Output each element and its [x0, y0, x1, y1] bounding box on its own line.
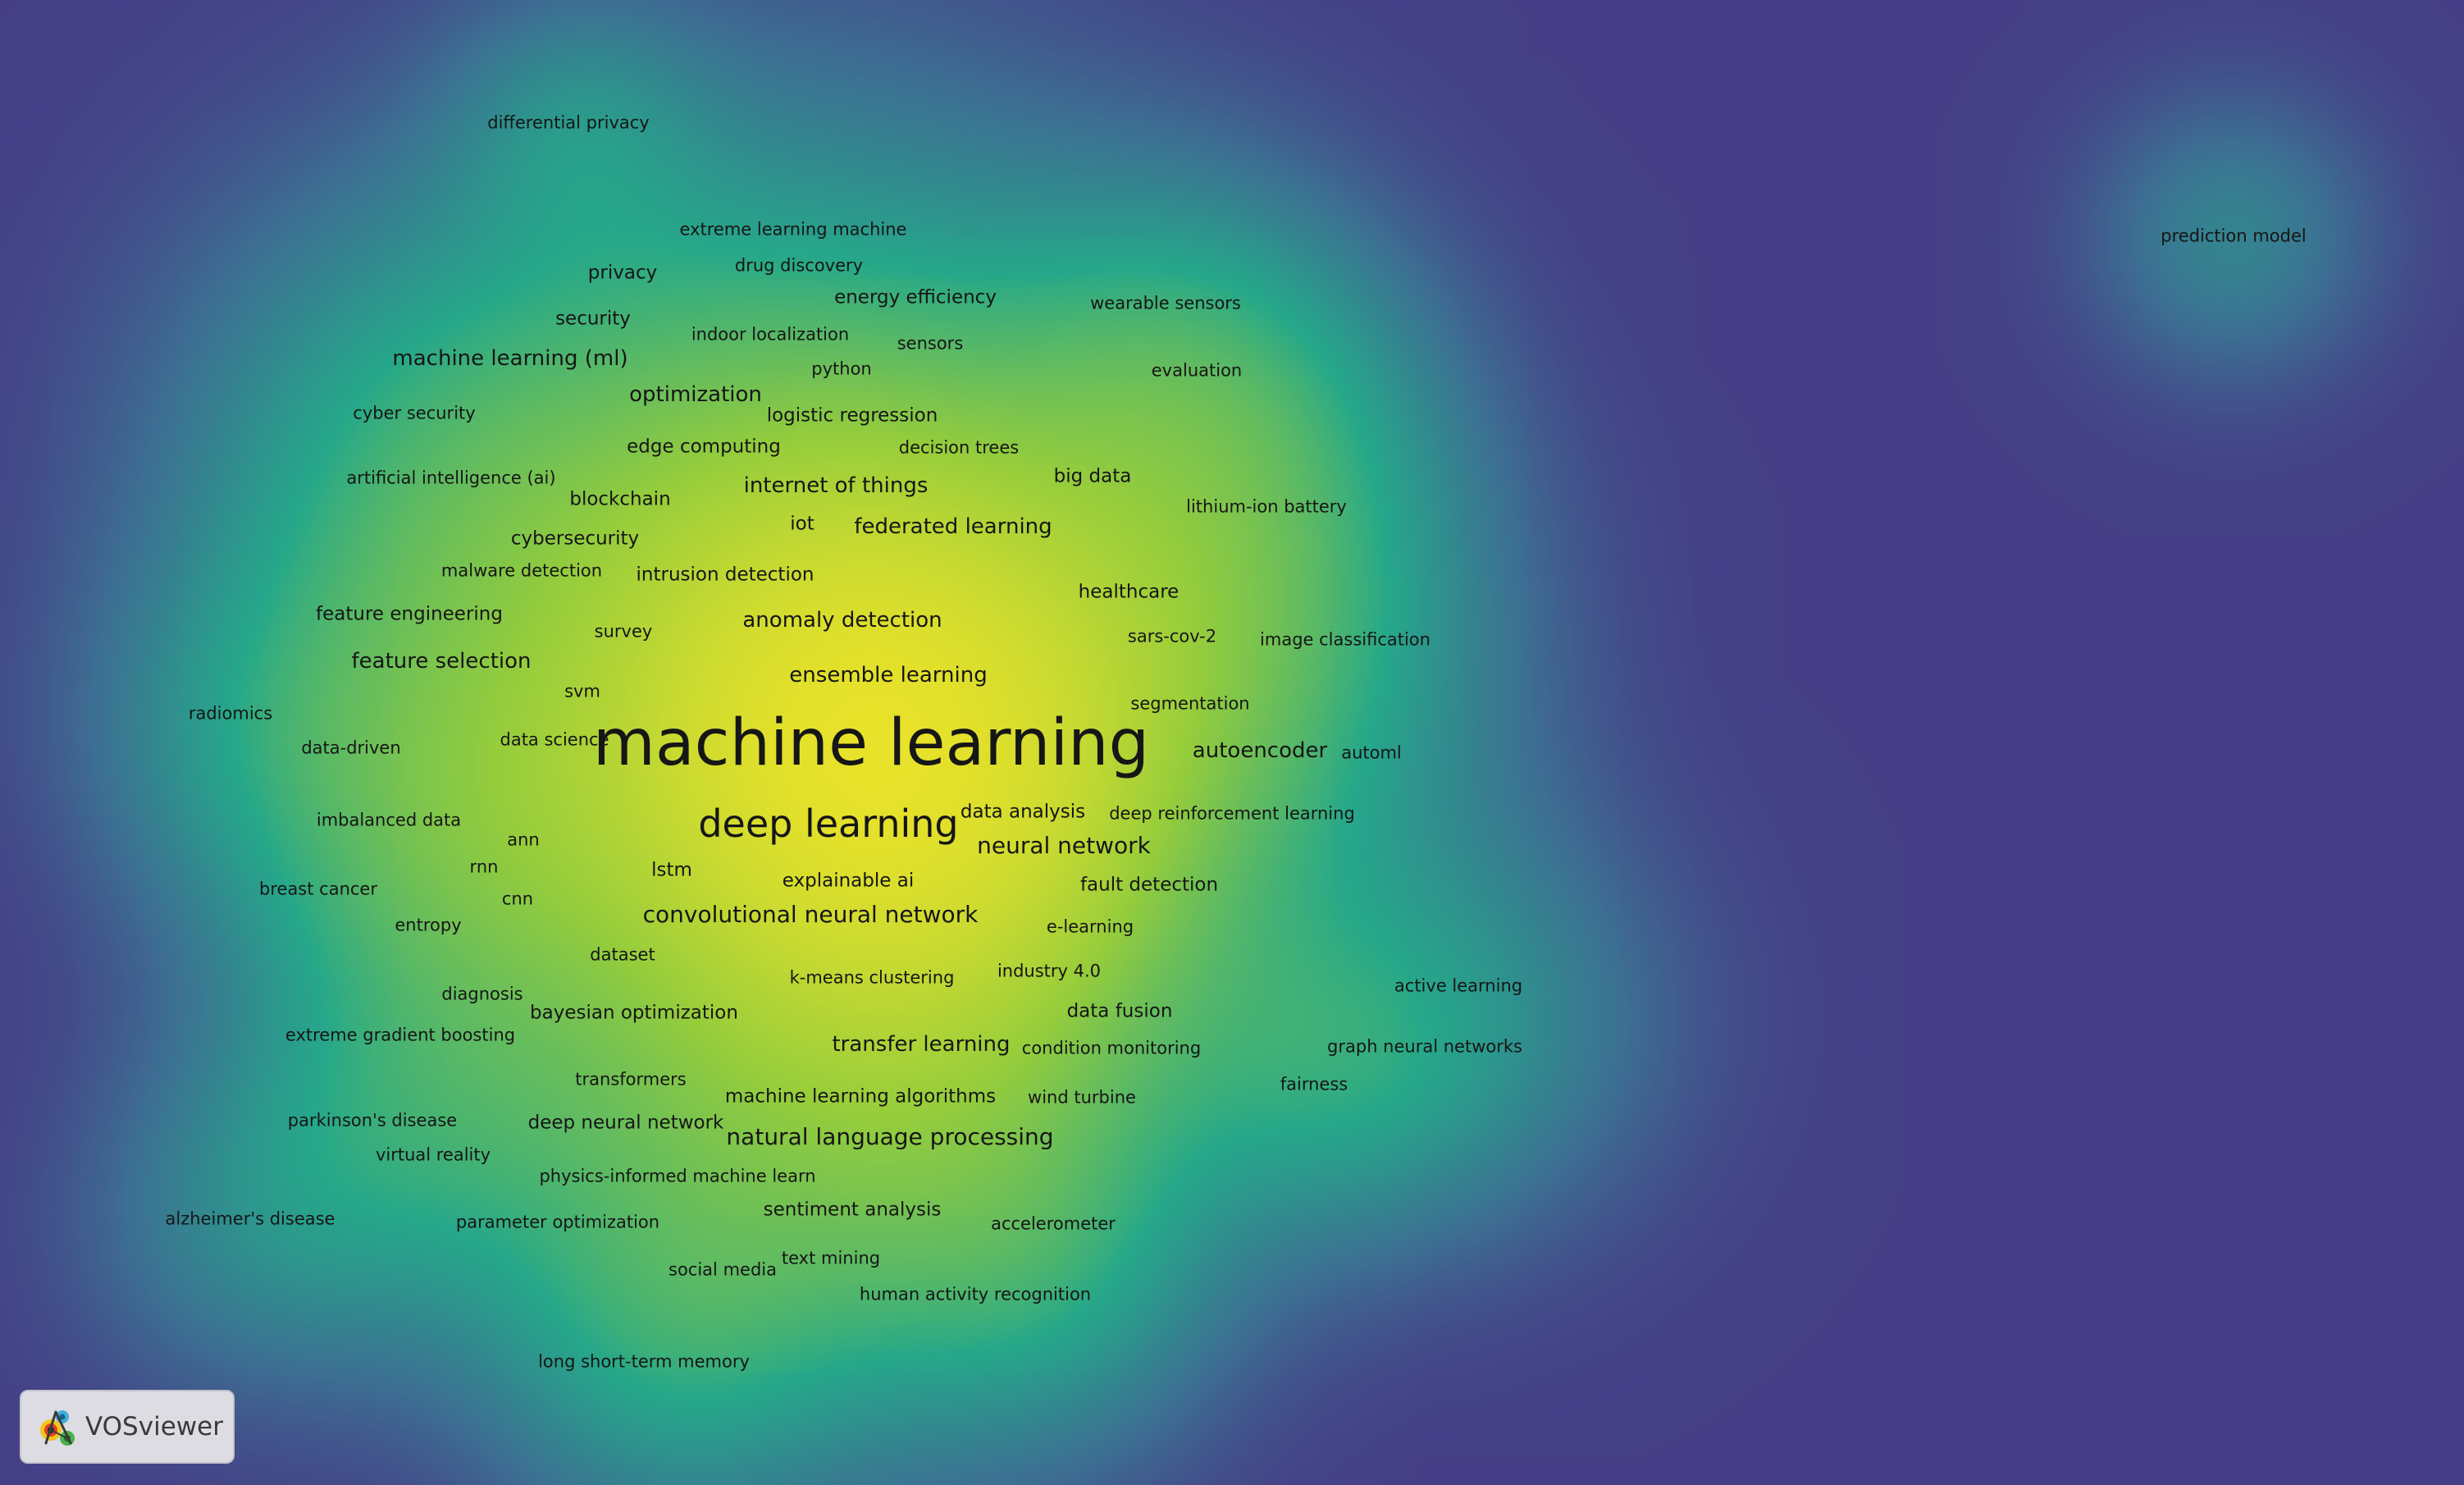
term-dataset[interactable]: dataset: [590, 944, 655, 965]
term-energy-efficiency[interactable]: energy efficiency: [834, 286, 997, 308]
term-anomaly-detection[interactable]: anomaly detection: [742, 608, 942, 633]
term-parkinson-s-disease[interactable]: parkinson's disease: [287, 1110, 458, 1131]
term-graph-neural-networks[interactable]: graph neural networks: [1327, 1036, 1522, 1057]
term-intrusion-detection[interactable]: intrusion detection: [636, 564, 814, 586]
term-cnn[interactable]: cnn: [501, 889, 534, 909]
term-parameter-optimization[interactable]: parameter optimization: [455, 1212, 660, 1232]
term-survey[interactable]: survey: [594, 621, 653, 642]
term-deep-learning[interactable]: deep learning: [698, 802, 959, 846]
term-physics-informed-machine-learn[interactable]: physics-informed machine learn: [539, 1166, 816, 1186]
term-fairness[interactable]: fairness: [1280, 1074, 1348, 1094]
term-logistic-regression[interactable]: logistic regression: [766, 404, 938, 427]
term-natural-language-processing[interactable]: natural language processing: [726, 1123, 1054, 1150]
term-human-activity-recognition[interactable]: human activity recognition: [859, 1284, 1092, 1305]
term-indoor-localization[interactable]: indoor localization: [691, 324, 850, 345]
vosviewer-badge[interactable]: VOSviewer: [20, 1390, 235, 1464]
term-k-means-clustering[interactable]: k-means clustering: [789, 967, 955, 988]
term-lstm[interactable]: lstm: [651, 859, 692, 881]
term-explainable-ai[interactable]: explainable ai: [782, 870, 915, 892]
term-data-driven[interactable]: data-driven: [301, 738, 401, 758]
term-machine-learning-algorithms[interactable]: machine learning algorithms: [724, 1085, 997, 1108]
term-accelerometer[interactable]: accelerometer: [991, 1213, 1116, 1234]
term-differential-privacy[interactable]: differential privacy: [487, 112, 650, 133]
term-federated-learning[interactable]: federated learning: [854, 514, 1052, 539]
term-industry-4-0[interactable]: industry 4.0: [997, 961, 1102, 981]
term-data-analysis[interactable]: data analysis: [960, 801, 1086, 823]
term-svm[interactable]: svm: [564, 681, 600, 701]
term-text-mining[interactable]: text mining: [781, 1248, 881, 1268]
term-evaluation[interactable]: evaluation: [1151, 360, 1243, 381]
term-wearable-sensors[interactable]: wearable sensors: [1090, 293, 1241, 313]
term-segmentation[interactable]: segmentation: [1130, 693, 1250, 714]
term-breast-cancer[interactable]: breast cancer: [259, 879, 377, 899]
term-image-classification[interactable]: image classification: [1260, 629, 1430, 650]
term-wind-turbine[interactable]: wind turbine: [1028, 1087, 1136, 1108]
term-healthcare[interactable]: healthcare: [1078, 581, 1180, 603]
term-extreme-learning-machine[interactable]: extreme learning machine: [679, 219, 907, 240]
term-e-learning[interactable]: e-learning: [1046, 916, 1134, 937]
term-rnn[interactable]: rnn: [469, 857, 499, 877]
term-drug-discovery[interactable]: drug discovery: [734, 255, 864, 276]
vosviewer-brand-label: VOSviewer: [85, 1412, 223, 1442]
term-condition-monitoring[interactable]: condition monitoring: [1021, 1038, 1202, 1058]
term-radiomics[interactable]: radiomics: [188, 703, 273, 724]
term-deep-reinforcement-learning[interactable]: deep reinforcement learning: [1109, 803, 1355, 824]
term-sensors[interactable]: sensors: [897, 333, 964, 354]
term-transfer-learning[interactable]: transfer learning: [832, 1032, 1011, 1057]
term-privacy[interactable]: privacy: [587, 262, 658, 284]
term-malware-detection[interactable]: malware detection: [440, 560, 603, 581]
term-imbalanced-data[interactable]: imbalanced data: [316, 810, 462, 830]
term-extreme-gradient-boosting[interactable]: extreme gradient boosting: [285, 1025, 516, 1045]
term-decision-trees[interactable]: decision trees: [898, 437, 1020, 458]
term-blockchain[interactable]: blockchain: [569, 488, 671, 510]
term-ann[interactable]: ann: [507, 829, 540, 850]
term-data-science[interactable]: data science: [500, 729, 609, 750]
term-machine-learning-ml[interactable]: machine learning (ml): [392, 346, 628, 371]
term-fault-detection[interactable]: fault detection: [1079, 874, 1219, 896]
term-autoencoder[interactable]: autoencoder: [1192, 738, 1328, 763]
term-deep-neural-network[interactable]: deep neural network: [527, 1112, 724, 1134]
term-sentiment-analysis[interactable]: sentiment analysis: [763, 1199, 942, 1221]
term-internet-of-things[interactable]: internet of things: [743, 473, 929, 498]
term-social-media[interactable]: social media: [668, 1259, 777, 1280]
term-cyber-security[interactable]: cyber security: [353, 403, 476, 423]
term-feature-selection[interactable]: feature selection: [351, 649, 532, 674]
term-python[interactable]: python: [811, 359, 872, 379]
term-prediction-model[interactable]: prediction model: [2161, 226, 2307, 246]
term-optimization[interactable]: optimization: [629, 382, 762, 407]
term-bayesian-optimization[interactable]: bayesian optimization: [530, 1002, 738, 1024]
term-long-short-term-memory[interactable]: long short-term memory: [538, 1351, 750, 1372]
term-automl[interactable]: automl: [1341, 742, 1402, 763]
term-artificial-intelligence-ai[interactable]: artificial intelligence (ai): [346, 468, 556, 488]
term-data-fusion[interactable]: data fusion: [1066, 1000, 1173, 1022]
vosviewer-logo-icon: [40, 1410, 75, 1446]
term-ensemble-learning[interactable]: ensemble learning: [789, 663, 988, 688]
term-neural-network[interactable]: neural network: [977, 832, 1151, 859]
term-security[interactable]: security: [555, 308, 631, 330]
term-sars-cov-2[interactable]: sars-cov-2: [1127, 626, 1217, 647]
term-edge-computing[interactable]: edge computing: [627, 436, 781, 458]
term-feature-engineering[interactable]: feature engineering: [316, 603, 503, 625]
term-big-data[interactable]: big data: [1053, 465, 1132, 487]
term-transformers[interactable]: transformers: [575, 1069, 687, 1090]
term-cybersecurity[interactable]: cybersecurity: [510, 528, 640, 550]
term-diagnosis[interactable]: diagnosis: [441, 984, 523, 1004]
term-iot[interactable]: iot: [790, 513, 814, 535]
term-virtual-reality[interactable]: virtual reality: [375, 1145, 491, 1165]
term-convolutional-neural-network[interactable]: convolutional neural network: [642, 901, 979, 928]
term-entropy[interactable]: entropy: [395, 915, 462, 935]
term-machine-learning[interactable]: machine learning: [592, 706, 1150, 780]
term-active-learning[interactable]: active learning: [1394, 976, 1523, 996]
term-alzheimer-s-disease[interactable]: alzheimer's disease: [165, 1209, 335, 1229]
term-lithium-ion-battery[interactable]: lithium-ion battery: [1186, 496, 1347, 517]
